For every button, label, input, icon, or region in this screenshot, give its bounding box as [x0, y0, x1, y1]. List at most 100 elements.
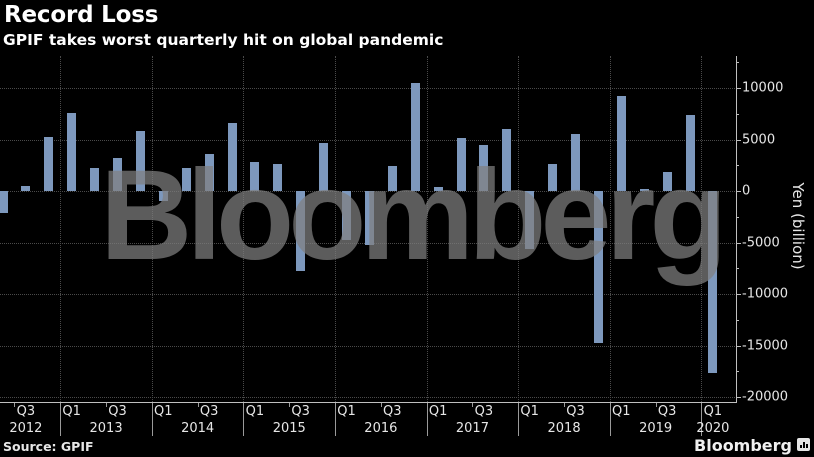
bar-2012-q4 — [44, 137, 54, 191]
x-tick — [655, 403, 657, 407]
bar-2017-q2 — [456, 138, 466, 191]
bar-2013-q2 — [90, 168, 100, 191]
bloomberg-brand: Bloomberg — [694, 436, 792, 455]
x-quarter-label: Q1 — [703, 404, 723, 419]
y-axis-line — [736, 56, 737, 402]
y-minor-tick — [736, 319, 739, 321]
x-tick — [197, 403, 199, 407]
bar-2018-q2 — [548, 164, 558, 191]
y-tick-label: -5000 — [742, 235, 780, 250]
x-quarter-label: Q1 — [154, 404, 173, 419]
x-quarter-label: Q3 — [291, 404, 310, 419]
bar-2016-q2 — [364, 191, 374, 245]
bar-2019-q1 — [616, 96, 626, 191]
x-year-separator — [151, 403, 153, 436]
x-tick — [289, 403, 291, 407]
source-note: Source: GPIF — [3, 439, 94, 454]
x-quarter-label: Q1 — [245, 404, 265, 419]
bar-2015-q2 — [273, 164, 283, 191]
x-year-label: 2012 — [9, 421, 43, 436]
bar-2012-q3 — [21, 185, 31, 191]
bloomberg-chart-icon — [797, 438, 810, 451]
bar-2020-q1 — [708, 191, 718, 374]
x-year-label: 2017 — [455, 421, 489, 436]
bar-2017-q1 — [433, 186, 443, 191]
y-axis-title: Yen (billion) — [789, 182, 807, 270]
y-tick-label: 0 — [742, 183, 751, 199]
bar-2019-q4 — [685, 114, 695, 191]
x-year-label: 2019 — [639, 421, 673, 436]
y-minor-tick — [736, 268, 739, 270]
x-axis-line — [0, 402, 737, 403]
gridline-horizontal — [0, 397, 735, 398]
y-minor-tick — [736, 113, 739, 115]
bar-2012-q2 — [0, 191, 8, 213]
x-quarter-label: Q3 — [474, 404, 494, 419]
bar-2017-q3 — [479, 144, 489, 191]
x-quarter-label: Q3 — [657, 404, 677, 419]
x-tick — [472, 403, 474, 407]
bar-2016-q4 — [410, 82, 420, 191]
x-quarter-label: Q3 — [566, 404, 585, 419]
x-quarter-label: Q3 — [16, 404, 36, 419]
x-quarter-label: Q1 — [612, 404, 631, 419]
bar-2015-q4 — [319, 142, 329, 191]
bar-2018-q1 — [525, 191, 535, 249]
bar-2013-q1 — [67, 112, 77, 191]
gridline-vertical — [609, 56, 611, 402]
x-year-separator — [609, 403, 611, 436]
x-year-label: 2020 — [696, 421, 730, 436]
bar-2017-q4 — [502, 129, 512, 191]
gridline-vertical — [151, 56, 153, 402]
x-year-label: 2015 — [272, 421, 306, 436]
y-tick — [736, 242, 741, 244]
y-tick — [736, 345, 741, 347]
bar-2015-q3 — [296, 191, 306, 272]
y-minor-tick — [736, 216, 739, 218]
x-quarter-label: Q3 — [199, 404, 219, 419]
y-tick-label: 5000 — [742, 132, 776, 147]
bar-2019-q2 — [639, 188, 649, 191]
gridline-vertical — [243, 56, 245, 402]
x-year-separator — [518, 403, 520, 436]
x-tick — [106, 403, 108, 407]
chart-subtitle: GPIF takes worst quarterly hit on global… — [3, 31, 444, 49]
gridline-horizontal — [0, 88, 735, 89]
x-year-label: 2013 — [89, 421, 123, 436]
bar-2014-q1 — [158, 191, 168, 202]
x-quarter-label: Q1 — [337, 404, 356, 419]
y-minor-tick — [736, 371, 739, 373]
y-tick-label: -20000 — [742, 389, 789, 405]
y-tick — [736, 397, 741, 398]
x-quarter-label: Q3 — [383, 404, 402, 419]
x-quarter-label: Q3 — [108, 404, 127, 419]
x-quarter-label: Q1 — [520, 404, 539, 419]
bar-2013-q3 — [113, 158, 122, 191]
x-year-label: 2018 — [547, 421, 581, 436]
x-tick — [14, 403, 16, 407]
x-tick — [564, 403, 566, 407]
gridline-vertical — [60, 56, 62, 402]
bar-2016-q1 — [342, 191, 351, 241]
gridline-horizontal — [0, 294, 735, 295]
bar-2013-q4 — [135, 131, 145, 191]
bar-2016-q3 — [387, 166, 397, 191]
bar-2014-q2 — [181, 168, 191, 191]
y-tick-label: -15000 — [742, 338, 789, 353]
x-year-separator — [426, 403, 428, 436]
y-tick — [736, 139, 741, 141]
bar-2014-q4 — [227, 123, 237, 191]
gridline-vertical — [426, 56, 428, 402]
bar-2014-q3 — [204, 153, 214, 191]
y-tick — [736, 88, 741, 89]
x-year-separator — [243, 403, 245, 436]
gridline-vertical — [518, 56, 520, 402]
bar-2015-q1 — [250, 162, 260, 191]
bar-2018-q3 — [571, 134, 580, 191]
x-tick — [380, 403, 382, 407]
y-tick — [736, 294, 741, 295]
x-year-label: 2016 — [364, 421, 398, 436]
y-minor-tick — [736, 62, 739, 64]
y-tick — [736, 191, 741, 192]
y-minor-tick — [736, 165, 739, 167]
